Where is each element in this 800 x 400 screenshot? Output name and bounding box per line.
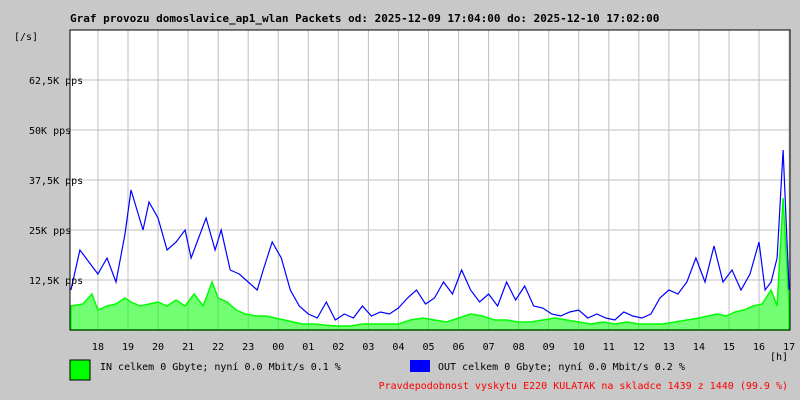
y-tick-label: 25K pps <box>29 226 71 237</box>
footer-note: Pravdepodobnost vyskytu E220 KULATAK na … <box>379 381 788 392</box>
series-out-path <box>70 149 790 321</box>
y-tick-label: 50K pps <box>29 126 71 137</box>
x-tick-label: 20 <box>152 342 164 353</box>
x-tick-label: 22 <box>212 342 224 353</box>
legend-out-swatch <box>410 360 430 372</box>
x-tick-label: 17 <box>783 342 795 353</box>
x-tick-label: 10 <box>573 342 585 353</box>
x-tick-label: 03 <box>362 342 374 353</box>
x-tick-label: 08 <box>513 342 525 353</box>
x-axis-label: [h] <box>770 352 788 363</box>
x-tick-label: 18 <box>92 342 104 353</box>
y-tick-label: 12,5K pps <box>29 276 83 287</box>
x-tick-label: 00 <box>272 342 284 353</box>
x-tick-label: 02 <box>332 342 344 353</box>
x-tick-label: 07 <box>483 342 495 353</box>
y-tick-label: 37,5K pps <box>29 176 83 187</box>
x-tick-label: 05 <box>422 342 434 353</box>
series-in-path <box>70 197 790 331</box>
plot-frame <box>69 29 791 331</box>
x-tick-label: 23 <box>242 342 254 353</box>
chart-title: Graf provozu domoslavice_ap1_wlan Packet… <box>70 12 659 25</box>
legend-out-label: OUT celkem 0 Gbyte; nyní 0.0 Mbit/s 0.2 … <box>438 361 685 373</box>
legend-in-swatch <box>69 359 91 381</box>
x-axis-ticks: 18 19 20 21 22 23 00 01 02 03 04 05 06 07 08 09 10 11 12 13… <box>92 342 795 353</box>
x-tick-label: 21 <box>182 342 194 353</box>
x-tick-label: 14 <box>693 342 705 353</box>
x-tick-label: 13 <box>663 342 675 353</box>
grid-lines <box>70 30 790 330</box>
series-out-line <box>70 149 790 321</box>
x-tick-label: 19 <box>122 342 134 353</box>
y-tick-label: 62,5K pps <box>29 76 83 87</box>
y-axis-label: [/s] <box>14 32 38 43</box>
x-tick-label: 12 <box>633 342 645 353</box>
legend-in-label: IN celkem 0 Gbyte; nyní 0.0 Mbit/s 0.1 % <box>100 361 341 373</box>
y-axis-ticks: 12,5K pps 25K pps 37,5K pps 50K pps 62,5K pp… <box>29 76 83 287</box>
series-in-area <box>70 197 790 331</box>
x-tick-label: 15 <box>723 342 735 353</box>
x-tick-label: 06 <box>453 342 465 353</box>
x-tick-label: 11 <box>603 342 615 353</box>
x-tick-label: 04 <box>392 342 404 353</box>
x-tick-label: 16 <box>753 342 765 353</box>
x-tick-label: 01 <box>302 342 314 353</box>
x-tick-label: 09 <box>543 342 555 353</box>
